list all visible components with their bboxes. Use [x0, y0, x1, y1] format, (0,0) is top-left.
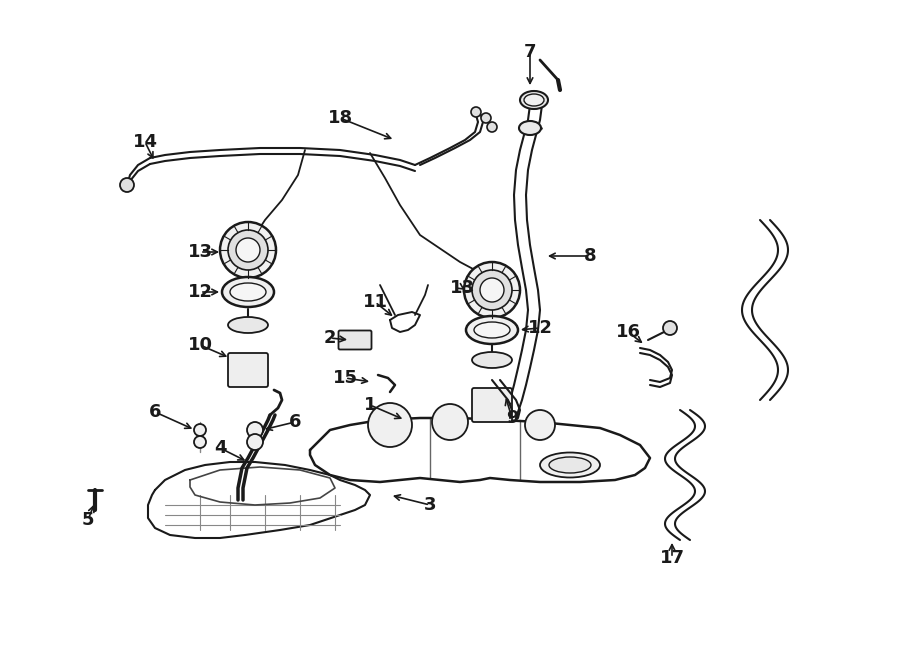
Text: 14: 14 [132, 133, 157, 151]
Text: 7: 7 [524, 43, 536, 61]
Ellipse shape [524, 94, 544, 106]
Circle shape [471, 107, 481, 117]
Circle shape [120, 178, 134, 192]
Ellipse shape [230, 283, 266, 301]
FancyBboxPatch shape [472, 388, 512, 422]
Text: 13: 13 [187, 243, 212, 261]
Text: 2: 2 [324, 329, 337, 347]
Ellipse shape [466, 316, 518, 344]
Circle shape [247, 434, 263, 450]
Circle shape [487, 122, 497, 132]
Text: 16: 16 [616, 323, 641, 341]
Text: 12: 12 [187, 283, 212, 301]
Text: 13: 13 [449, 279, 474, 297]
Ellipse shape [540, 453, 600, 477]
Circle shape [247, 422, 263, 438]
Circle shape [194, 424, 206, 436]
Circle shape [472, 270, 512, 310]
Circle shape [481, 113, 491, 123]
Text: 8: 8 [584, 247, 597, 265]
Circle shape [480, 278, 504, 302]
Text: 12: 12 [527, 319, 553, 337]
Circle shape [464, 262, 520, 318]
Text: 6: 6 [289, 413, 302, 431]
Text: 17: 17 [660, 549, 685, 567]
FancyBboxPatch shape [228, 353, 268, 387]
Text: 18: 18 [328, 109, 353, 127]
Ellipse shape [222, 277, 274, 307]
Text: 3: 3 [424, 496, 436, 514]
Circle shape [220, 222, 276, 278]
Ellipse shape [549, 457, 591, 473]
Text: 1: 1 [364, 396, 376, 414]
Text: 6: 6 [148, 403, 161, 421]
Text: 4: 4 [214, 439, 226, 457]
Circle shape [194, 436, 206, 448]
FancyBboxPatch shape [338, 330, 372, 350]
Text: 9: 9 [506, 409, 518, 427]
Circle shape [432, 404, 468, 440]
Text: 11: 11 [363, 293, 388, 311]
Ellipse shape [474, 322, 510, 338]
Text: 5: 5 [82, 511, 94, 529]
Circle shape [525, 410, 555, 440]
Circle shape [228, 230, 268, 270]
Circle shape [663, 321, 677, 335]
Ellipse shape [520, 91, 548, 109]
Ellipse shape [472, 352, 512, 368]
Text: 15: 15 [332, 369, 357, 387]
Circle shape [236, 238, 260, 262]
Text: 10: 10 [187, 336, 212, 354]
Ellipse shape [519, 121, 541, 135]
Circle shape [368, 403, 412, 447]
Ellipse shape [228, 317, 268, 333]
